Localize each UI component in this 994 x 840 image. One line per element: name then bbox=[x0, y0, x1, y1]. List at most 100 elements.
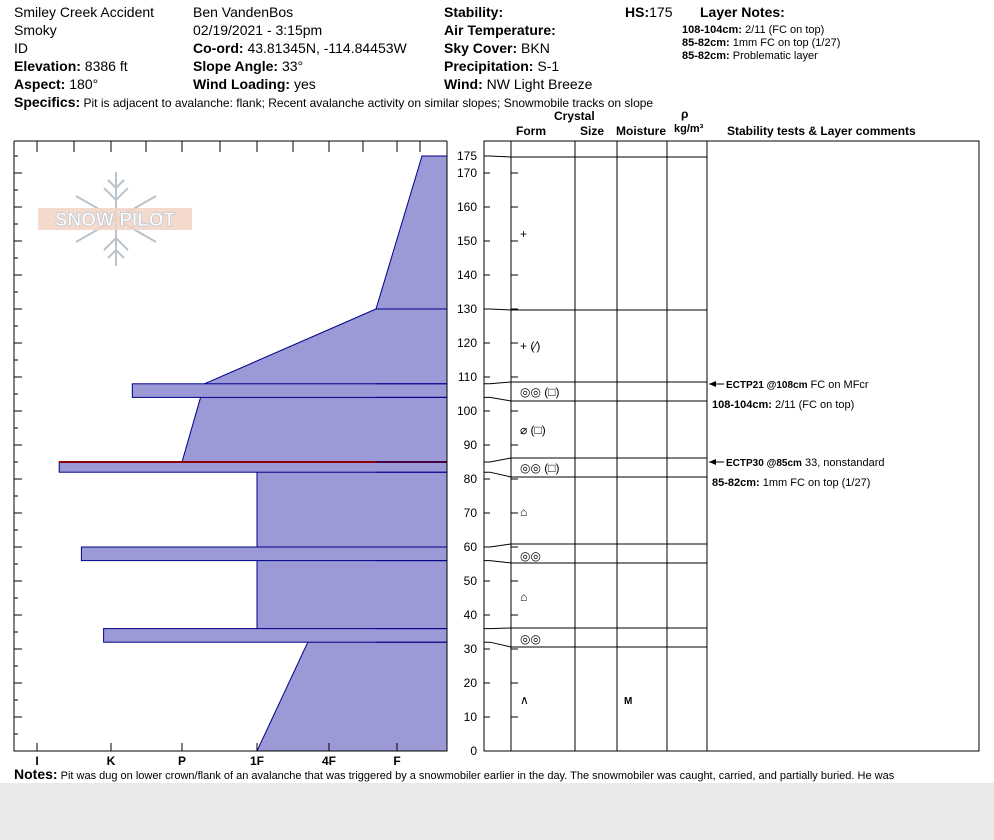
crystal-form: + (⁄) bbox=[520, 339, 540, 353]
comments-header: Stability tests & Layer comments bbox=[727, 124, 916, 138]
footer-background bbox=[0, 783, 994, 840]
wind: Wind: NW Light Breeze bbox=[444, 76, 593, 92]
hardness-bar bbox=[131, 383, 448, 398]
depth-tick-label: 10 bbox=[464, 710, 478, 724]
crystal-form: ◎◎ (□) bbox=[520, 461, 560, 475]
location: Smiley Creek Accident bbox=[14, 4, 155, 20]
depth-tick-label: 130 bbox=[457, 302, 477, 316]
layer-note: 85-82cm: Problematic layer bbox=[682, 50, 818, 62]
depth-tick-label: 160 bbox=[457, 200, 477, 214]
layer-row-line bbox=[484, 641, 707, 648]
hardness-profile-area bbox=[181, 155, 448, 752]
form-header: Form bbox=[516, 124, 546, 138]
depth-tick-label: 60 bbox=[464, 540, 478, 554]
crystal-form: ◎◎ bbox=[520, 632, 541, 646]
layer-note: 108-104cm: 2/11 (FC on top) bbox=[682, 24, 825, 36]
depth-tick-label: 120 bbox=[457, 336, 477, 350]
depth-tick-label: 30 bbox=[464, 642, 478, 656]
stability-test-label: ECTP30 @85cm bbox=[726, 458, 802, 469]
plot-frame bbox=[13, 141, 448, 752]
hardness-bar bbox=[103, 628, 448, 643]
crystal-form: ◎◎ bbox=[520, 549, 541, 563]
depth-tick-label: 70 bbox=[464, 506, 478, 520]
stability-test-text: FC on MFcr bbox=[807, 379, 868, 391]
stability-test-text: 33, nonstandard bbox=[802, 457, 885, 469]
layer-row-line bbox=[484, 396, 707, 402]
hardness-tick-label: F bbox=[393, 754, 400, 768]
crystal-form: + bbox=[520, 227, 527, 241]
coordinates: Co-ord: 43.81345N, -114.84453W bbox=[193, 40, 407, 56]
datetime: 02/19/2021 - 3:15pm bbox=[193, 22, 323, 38]
crystal-form: ⌀ (□) bbox=[520, 423, 546, 437]
stability: Stability: bbox=[444, 4, 504, 20]
elevation: Elevation: 8386 ft bbox=[14, 58, 128, 74]
hardness-bar bbox=[80, 546, 448, 562]
depth-tick-label: 20 bbox=[464, 676, 478, 690]
depth-tick-label: 175 bbox=[457, 149, 477, 163]
hardness-tick-label: I bbox=[35, 754, 38, 768]
stability-test: ECTP30 @85cm 33, nonstandard bbox=[726, 457, 884, 469]
stability-test-label: 85-82cm: bbox=[712, 477, 760, 489]
depth-tick-label: 140 bbox=[457, 268, 477, 282]
layer-row-line bbox=[484, 457, 707, 463]
stability-test-text: 2/11 (FC on top) bbox=[772, 399, 854, 411]
snowpilot-logo: SNOW PILOT bbox=[38, 172, 192, 266]
wind-loading: Wind Loading: yes bbox=[193, 76, 316, 92]
slope-angle: Slope Angle: 33° bbox=[193, 58, 304, 74]
size-header: Size bbox=[580, 124, 605, 138]
snow-height: HS:175 bbox=[625, 4, 673, 20]
range: Smoky bbox=[14, 22, 57, 38]
sky-cover: Sky Cover: BKN bbox=[444, 40, 550, 56]
depth-tick-label: 90 bbox=[464, 438, 478, 452]
air-temperature: Air Temperature: bbox=[444, 22, 556, 38]
layer-row-line bbox=[484, 627, 707, 630]
layer-row-line bbox=[484, 381, 707, 385]
stability-test: 108-104cm: 2/11 (FC on top) bbox=[712, 399, 854, 411]
precipitation: Precipitation: S-1 bbox=[444, 58, 560, 74]
layer-note: 85-82cm: 1mm FC on top (1/27) bbox=[682, 37, 841, 49]
hardness-tick-label: K bbox=[107, 754, 116, 768]
stability-test-text: 1mm FC on top (1/27) bbox=[760, 477, 871, 489]
depth-tick-label: 150 bbox=[457, 234, 477, 248]
hardness-tick-label: 1F bbox=[250, 754, 264, 768]
crystal-form: ⌂ bbox=[520, 505, 527, 519]
depth-tick-label: 80 bbox=[464, 472, 478, 486]
notes: Notes: Pit was dug on lower crown/flank … bbox=[14, 766, 895, 782]
observer: Ben VandenBos bbox=[193, 4, 294, 20]
hardness-tick-label: 4F bbox=[322, 754, 336, 768]
layer-row-line bbox=[484, 471, 707, 478]
crystal-form: ∧ bbox=[520, 693, 529, 707]
stability-test-label: ECTP21 @108cm bbox=[726, 380, 808, 391]
density-unit-header: kg/m³ bbox=[674, 123, 704, 135]
depth-tick-label: 50 bbox=[464, 574, 478, 588]
crystal-header: Crystal bbox=[554, 109, 595, 123]
stability-test-label: 108-104cm: bbox=[712, 399, 772, 411]
moisture-header: Moisture bbox=[616, 124, 667, 138]
aspect: Aspect: 180° bbox=[14, 76, 99, 92]
depth-tick-label: 40 bbox=[464, 608, 478, 622]
logo-text: SNOW PILOT bbox=[55, 210, 176, 231]
state: ID bbox=[14, 40, 28, 56]
stability-test: ECTP21 @108cm FC on MFcr bbox=[726, 379, 869, 391]
layer-row-line bbox=[484, 543, 707, 548]
layer-table-frame bbox=[483, 140, 980, 752]
layer-notes-title: Layer Notes: bbox=[700, 4, 785, 20]
hardness-tick-label: P bbox=[178, 754, 186, 768]
moisture-value: M bbox=[624, 696, 632, 707]
depth-tick-label: 170 bbox=[457, 166, 477, 180]
hardness-bar bbox=[58, 461, 448, 473]
depth-tick-label: 110 bbox=[458, 370, 477, 384]
rho-header: ρ bbox=[681, 107, 689, 121]
layer-row-line bbox=[484, 308, 707, 311]
depth-tick-label: 100 bbox=[457, 404, 477, 418]
crystal-form: ⌂ bbox=[520, 590, 527, 604]
depth-tick-label: 0 bbox=[470, 744, 477, 758]
crystal-form: ◎◎ (□) bbox=[520, 385, 560, 399]
arrow-left-icon bbox=[709, 459, 716, 465]
layer-row-line bbox=[484, 155, 707, 158]
layer-row-line bbox=[484, 560, 707, 564]
arrow-left-icon bbox=[709, 381, 716, 387]
specifics: Specifics: Pit is adjacent to avalanche:… bbox=[14, 94, 654, 110]
stability-test: 85-82cm: 1mm FC on top (1/27) bbox=[712, 477, 870, 489]
